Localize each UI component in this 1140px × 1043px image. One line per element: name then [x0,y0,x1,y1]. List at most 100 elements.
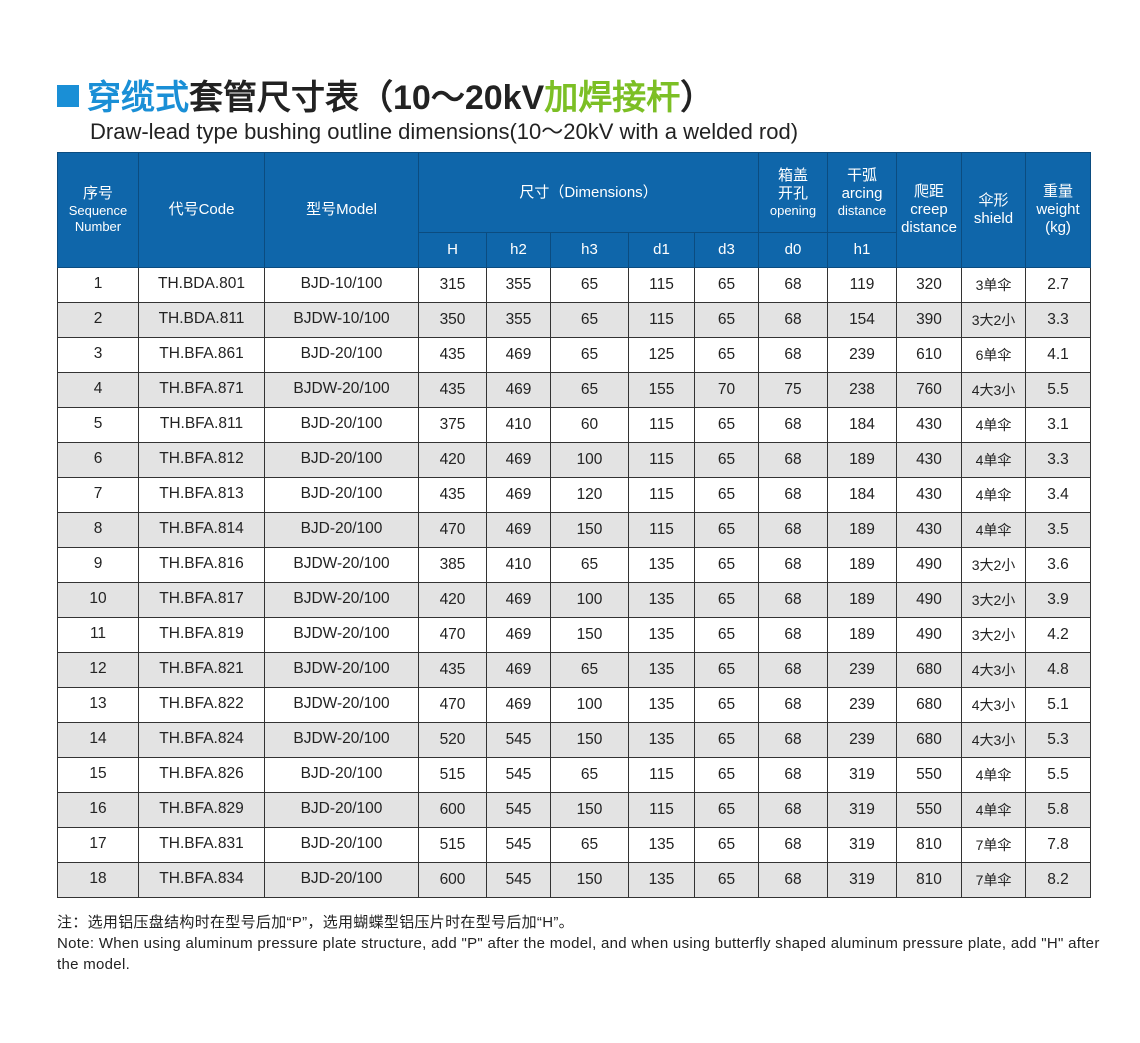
table-cell: 68 [758,862,828,898]
table-cell: 435 [418,652,487,688]
table-cell: TH.BDA.801 [138,267,265,303]
table-cell: TH.BFA.819 [138,617,265,653]
note-en-line2: plate, add "H" after the model. [57,935,1100,973]
table-cell: 430 [896,477,962,513]
table-cell: 545 [486,792,551,828]
table-row: 1 TH.BDA.801 BJD-10/100 315 355 65 115 65 68 119 3… [57,267,1091,303]
table-cell: 430 [896,512,962,548]
table-cell: 68 [758,512,828,548]
table-cell: 760 [896,372,962,408]
table-cell: 9 [57,547,139,583]
table-cell: 68 [758,407,828,443]
table-cell: 430 [896,442,962,478]
table-cell: 600 [418,792,487,828]
header-code: 代号Code [138,152,265,268]
table-cell: 150 [550,792,629,828]
table-cell: 68 [758,827,828,863]
table-cell: 1 [57,267,139,303]
table-cell: 545 [486,827,551,863]
table-cell: TH.BFA.817 [138,582,265,618]
table-cell: 135 [628,722,695,758]
table-cell: 680 [896,722,962,758]
table-cell: 355 [486,302,551,338]
table-cell: 239 [827,337,897,373]
table-cell: 184 [827,477,897,513]
table-cell: 65 [550,757,629,793]
table-cell: 3大2小 [961,547,1026,583]
table-row: 12 TH.BFA.821 BJDW-20/100 435 469 65 135 65 68 23… [57,652,1091,688]
header-d1: d1 [628,232,695,268]
table-row: 3 TH.BFA.861 BJD-20/100 435 469 65 125 65 68 239 6… [57,337,1091,373]
table-cell: 4大3小 [961,372,1026,408]
table-cell: 435 [418,477,487,513]
table-cell: 65 [550,652,629,688]
table-cell: 2 [57,302,139,338]
table-cell: BJD-20/100 [264,792,419,828]
table-row: 5 TH.BFA.811 BJD-20/100 375 410 60 115 65 68 184 4… [57,407,1091,443]
table-cell: 68 [758,267,828,303]
table-cell: TH.BFA.814 [138,512,265,548]
header-sequence: 序号 Sequence Number [57,152,139,268]
table-cell: 239 [827,687,897,723]
table-cell: 65 [550,372,629,408]
table-cell: 435 [418,372,487,408]
table-cell: 385 [418,547,487,583]
table-cell: BJDW-20/100 [264,722,419,758]
table-cell: 65 [550,267,629,303]
table-cell: 68 [758,792,828,828]
table-cell: 18 [57,862,139,898]
table-cell: 189 [827,512,897,548]
table-cell: 150 [550,617,629,653]
table-cell: 115 [628,302,695,338]
table-cell: BJDW-10/100 [264,302,419,338]
table-cell: 469 [486,442,551,478]
table-cell: 75 [758,372,828,408]
table-cell: 68 [758,722,828,758]
table-cell: 65 [694,407,759,443]
table-cell: 150 [550,512,629,548]
table-cell: 3.6 [1025,547,1091,583]
table-cell: 115 [628,407,695,443]
table-cell: 150 [550,862,629,898]
table-cell: 65 [694,477,759,513]
table-cell: 65 [694,617,759,653]
page: 穿缆式套管尺寸表（10～20kV加焊接杆） Draw-lead type bus… [57,79,1107,975]
table-cell: 12 [57,652,139,688]
table-cell: 7单伞 [961,827,1026,863]
table-cell: 65 [694,302,759,338]
table-cell: 600 [418,862,487,898]
table-cell: 7单伞 [961,862,1026,898]
header-d0: d0 [758,232,828,268]
table-cell: BJD-20/100 [264,337,419,373]
table-cell: 410 [486,407,551,443]
table-cell: BJD-10/100 [264,267,419,303]
table-cell: 3.3 [1025,302,1091,338]
table-cell: 469 [486,582,551,618]
table-cell: 115 [628,512,695,548]
table-cell: 4大3小 [961,652,1026,688]
table-cell: 120 [550,477,629,513]
table-cell: 810 [896,862,962,898]
table-cell: 239 [827,722,897,758]
table-cell: 68 [758,302,828,338]
table-cell: 68 [758,442,828,478]
notes: 注：选用铝压盘结构时在型号后加“P”，选用蝴蝶型铝压片时在型号后加“H”。 No… [57,912,1107,975]
table-row: 16 TH.BFA.829 BJD-20/100 600 545 150 115 65 68 31… [57,792,1091,828]
table-cell: 2.7 [1025,267,1091,303]
table-cell: 320 [896,267,962,303]
table-cell: 100 [550,582,629,618]
table-cell: 65 [694,687,759,723]
table-row: 8 TH.BFA.814 BJD-20/100 470 469 150 115 65 68 189… [57,512,1091,548]
table-cell: 435 [418,337,487,373]
table-cell: 4单伞 [961,512,1026,548]
header-shield: 伞形 shield [961,152,1026,268]
table-cell: 3大2小 [961,582,1026,618]
header-model: 型号Model [264,152,419,268]
table-cell: BJD-20/100 [264,862,419,898]
table-cell: BJD-20/100 [264,512,419,548]
table-cell: TH.BFA.821 [138,652,265,688]
table-cell: 65 [694,582,759,618]
table-cell: 65 [694,442,759,478]
table-cell: TH.BFA.816 [138,547,265,583]
note-en: Note: When using aluminum pressure plate… [57,933,1107,975]
